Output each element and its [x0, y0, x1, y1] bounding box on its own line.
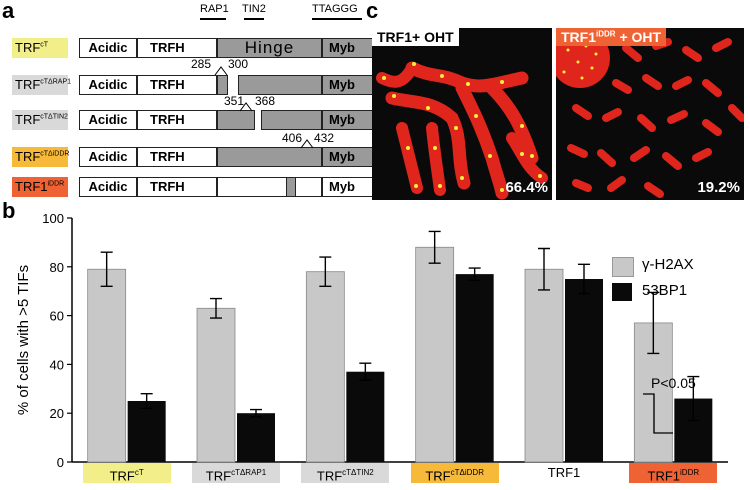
myb-domain: Myb: [322, 75, 374, 95]
x-category-label: TRF1iDDR: [629, 463, 718, 483]
hinge-fragment: [217, 110, 255, 130]
micrograph-percent: 19.2%: [697, 179, 740, 196]
deletion-caret: [214, 66, 228, 76]
bar-h2ax: [196, 307, 236, 463]
deletion-end: 300: [228, 57, 249, 71]
micrograph-trf1-iddr-oht: TRF1iDDR + OHT 19.2%: [556, 28, 744, 200]
bar-h2ax: [87, 268, 127, 463]
telomere-marker-line: [312, 18, 362, 20]
construct-label: TRF1iDDR: [12, 177, 68, 197]
deletion-end: 432: [314, 131, 335, 145]
x-category-label: TRF1: [520, 463, 608, 483]
y-tick-label: 80: [50, 260, 64, 275]
error-bar: [428, 230, 441, 264]
trfh-domain: TRFH: [137, 38, 217, 58]
legend-label-53bp1: 53BP1: [642, 282, 688, 299]
micrograph-trf1-oht: TRF1+ OHT 66.4%: [372, 28, 552, 200]
bar-53bp1: [127, 401, 166, 462]
construct-label: TRFcTΔRAP1: [12, 75, 71, 95]
myb-domain: Myb: [322, 38, 374, 58]
legend-swatch-h2ax: [612, 257, 634, 277]
tin2-marker-line: [244, 18, 264, 20]
construct-label: TRFcTΔTIN2: [12, 110, 68, 130]
error-bar: [250, 408, 262, 418]
telomere-marker-label: TTAGGG: [312, 3, 358, 15]
x-category-label: TRFcTΔTIN2: [301, 463, 390, 483]
y-axis-label: % of cells with >5 TIFs: [15, 265, 32, 415]
error-bar: [140, 392, 153, 410]
hinge-fragment: [217, 147, 322, 167]
error-bar: [687, 375, 700, 422]
y-tick-label: 60: [50, 309, 64, 324]
error-bar: [578, 263, 590, 295]
trfh-domain: TRFH: [137, 147, 217, 167]
deletion-end: 368: [255, 94, 276, 108]
bar-53bp1: [237, 413, 275, 462]
micrograph-title: TRF1+ OHT: [372, 28, 459, 46]
trfh-domain: TRFH: [137, 110, 217, 130]
p-value-annotation: P<0.05: [651, 375, 696, 391]
micrograph-percent: 66.4%: [505, 179, 548, 196]
panel-b-letter: b: [2, 198, 16, 223]
y-tick-label: 20: [50, 406, 64, 421]
deletion-start: 406: [282, 131, 303, 145]
tin2-marker-label: TIN2: [242, 3, 266, 15]
legend-label-h2ax: γ-H2AX: [642, 256, 694, 273]
deletion-start: 285: [191, 57, 212, 71]
error-bar: [210, 297, 222, 319]
hinge-fragment: [217, 75, 228, 95]
rap1-marker-line: [200, 18, 226, 20]
acidic-domain: Acidic: [79, 75, 137, 95]
bar-53bp1: [565, 279, 603, 462]
myb-domain: Myb: [322, 177, 374, 197]
panel-c-letter: c: [366, 0, 379, 23]
error-bar: [359, 362, 372, 381]
panel-a-letter: a: [2, 0, 15, 23]
error-bar: [538, 247, 550, 291]
acidic-domain: Acidic: [79, 177, 137, 197]
error-bar: [647, 291, 660, 355]
bar-h2ax: [524, 268, 564, 463]
bar-53bp1: [346, 371, 385, 462]
hinge-fragment: [238, 75, 322, 95]
legend-swatch-53bp1: [612, 283, 632, 301]
error-bar: [100, 251, 113, 288]
bar-h2ax: [305, 271, 345, 463]
construct-label: TRFcTΔiDDR: [12, 147, 69, 167]
y-tick-label: 100: [42, 211, 64, 226]
chromosome-spread-image: [376, 61, 548, 200]
x-category-label: TRFcTΔiDDR: [410, 463, 499, 483]
hinge-fragment: [261, 110, 322, 130]
hinge-domain: Hinge: [217, 38, 322, 58]
micrograph-title: TRF1iDDR + OHT: [556, 28, 667, 46]
acidic-domain: Acidic: [79, 38, 137, 58]
deletion-start: 351: [224, 94, 245, 108]
deletion-caret: [300, 139, 314, 149]
bar-h2ax: [415, 246, 455, 463]
bars: [87, 230, 713, 463]
myb-domain: Myb: [322, 110, 374, 130]
trfh-domain: TRFH: [137, 75, 217, 95]
acidic-domain: Acidic: [79, 147, 137, 167]
iddr-insert: [286, 177, 296, 197]
y-tick-label: 0: [57, 455, 64, 470]
significance-bracket: [643, 393, 673, 434]
rap1-marker-label: RAP1: [200, 3, 229, 15]
acidic-domain: Acidic: [79, 110, 137, 130]
trfh-domain: TRFH: [137, 177, 217, 197]
deletion-caret: [239, 102, 253, 112]
y-axis: 0 20 40 60 80 100: [42, 211, 728, 470]
error-bar: [468, 267, 481, 281]
error-bar: [319, 256, 332, 288]
construct-label: TRFcT: [12, 38, 68, 58]
x-category-label: TRFcTΔRAP1: [192, 463, 280, 483]
bar-53bp1: [455, 274, 494, 462]
y-tick-label: 40: [50, 357, 64, 372]
x-category-label: TRFcT: [82, 463, 171, 483]
